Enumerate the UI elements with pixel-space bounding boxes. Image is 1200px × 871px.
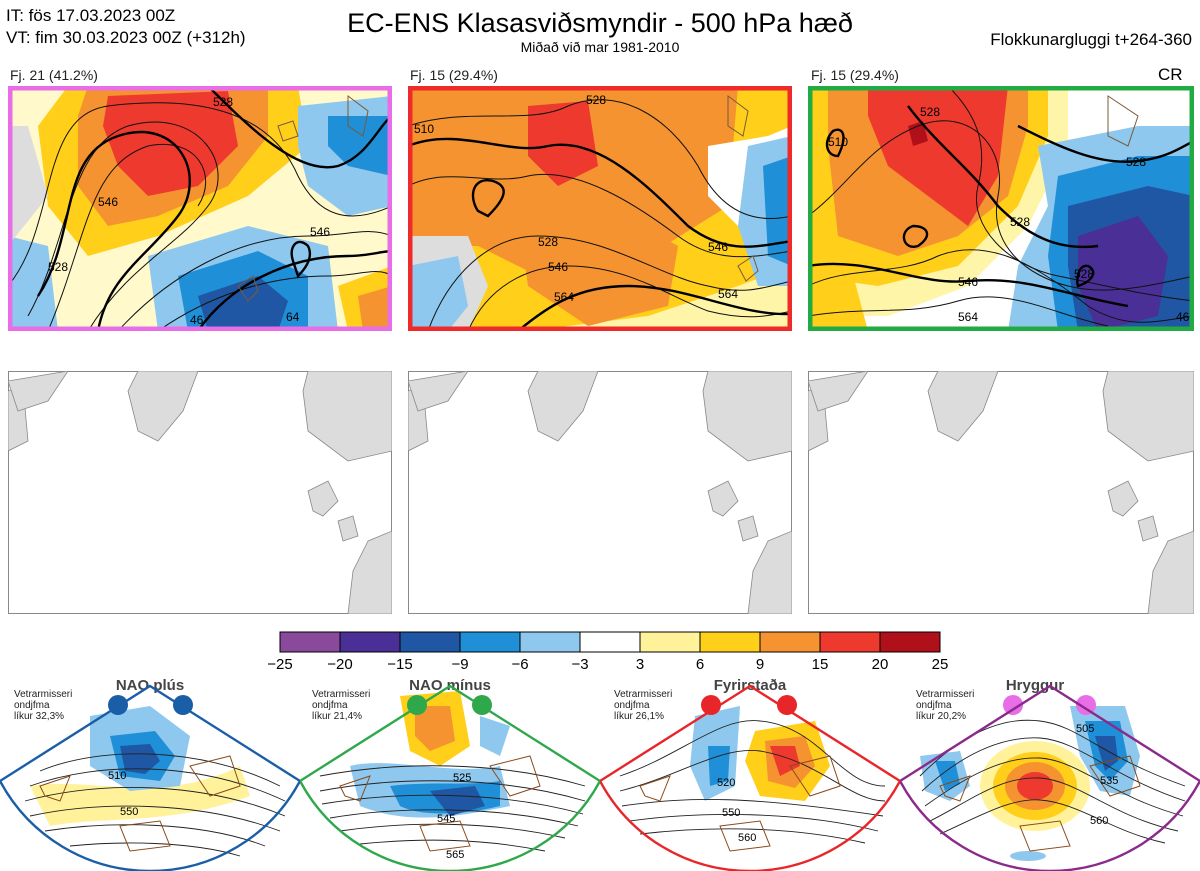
colorbar-swatch (639, 631, 701, 653)
classification-window: Flokkunargluggi t+264-360 (990, 30, 1192, 49)
colorbar-swatch (339, 631, 401, 653)
pattern-panel-nao-minus: Vetrarmisseri ondjfma líkur 21,4% NAO mí… (300, 676, 600, 871)
pattern-note: Vetrarmisseri ondjfma líkur 32,3% (14, 689, 73, 722)
contour-label: 535 (1100, 775, 1118, 787)
colorbar-swatch (879, 631, 941, 653)
colorbar-swatch (459, 631, 521, 653)
contour-label: 550 (722, 807, 740, 819)
colorbar-swatch (819, 631, 881, 653)
contour-label: 528 (1074, 267, 1094, 281)
contour-label: 64 (286, 310, 300, 324)
colorbar-tick-label: 9 (756, 656, 764, 673)
cluster-3-map: 510 528 528 528 546 564 528 46 (808, 86, 1194, 331)
pattern-note: Vetrarmisseri ondjfma líkur 20,2% (916, 689, 975, 722)
colorbar-tick-label: −20 (327, 656, 352, 673)
colorbar-tick-label: 20 (872, 656, 889, 673)
cluster-2-frame (408, 86, 792, 331)
contour-label: 505 (1076, 723, 1094, 735)
cluster-3-regime-code: CR (1158, 65, 1183, 84)
contour-label: 528 (1010, 215, 1030, 229)
contour-label: 510 (108, 770, 126, 782)
colorbar-tick-label: 3 (636, 656, 644, 673)
pattern-note: Vetrarmisseri ondjfma líkur 26,1% (614, 689, 673, 722)
contour-label: 560 (738, 832, 756, 844)
cluster-2-label: Fj. 15 (29.4%) (410, 67, 498, 83)
contour-label: 545 (437, 813, 455, 825)
contour-label: 546 (98, 195, 118, 209)
colorbar: −25 −20 −15 −9 −6 −3 3 6 9 15 20 25 (267, 631, 949, 673)
cluster-3-frame (808, 86, 1194, 331)
pattern-map: 525 545 565 (300, 684, 600, 871)
pattern-note: Vetrarmisseri ondjfma líkur 21,4% (312, 689, 371, 722)
colorbar-swatch (699, 631, 761, 653)
cluster-1-frame (8, 86, 392, 331)
pattern-title: Hryggur (1005, 677, 1065, 694)
contour-label: 520 (717, 777, 735, 789)
contour-label: 525 (453, 772, 471, 784)
colorbar-tick-label: 15 (812, 656, 829, 673)
contour-label: 510 (828, 135, 848, 149)
contour-label: 510 (414, 122, 434, 136)
colorbar-tick-label: 6 (696, 656, 704, 673)
pattern-dot (777, 695, 797, 715)
pattern-dot (701, 695, 721, 715)
pattern-map: 505 535 560 (900, 684, 1200, 871)
contour-label: 564 (554, 290, 574, 304)
pattern-panel-nao-plus: Vetrarmisseri ondjfma líkur 32,3% NAO pl… (0, 676, 300, 871)
cluster-1-label: Fj. 21 (41.2%) (10, 67, 98, 83)
pattern-panel-ridge: Vetrarmisseri ondjfma líkur 20,2% Hryggu… (900, 676, 1200, 871)
pattern-map: 510 550 (0, 684, 300, 871)
cluster-2-map: 510 528 528 546 564 546 564 (408, 86, 792, 331)
contour-label: 550 (120, 806, 138, 818)
colorbar-swatch (759, 631, 821, 653)
pattern-map: 520 550 560 (600, 684, 900, 871)
colorbar-tick-label: −25 (267, 656, 292, 673)
colorbar-swatch (279, 631, 341, 653)
valid-time: VT: fim 30.03.2023 00Z (+312h) (6, 28, 246, 47)
contour-label: 46 (1176, 310, 1190, 324)
contour-label: 528 (48, 260, 68, 274)
contour-label: 564 (718, 287, 738, 301)
base-map-1 (8, 371, 392, 614)
colorbar-tick-label: 25 (932, 656, 949, 673)
page-subtitle: Miðað við mar 1981-2010 (520, 39, 680, 55)
colorbar-tick-label: −15 (387, 656, 412, 673)
base-map-2 (408, 371, 792, 614)
contour-label: 546 (310, 225, 330, 239)
colorbar-swatch (519, 631, 581, 653)
base-map-3 (808, 371, 1194, 614)
colorbar-tick-label: −9 (451, 656, 468, 673)
contour-label: 528 (920, 105, 940, 119)
contour-label: 528 (1126, 155, 1146, 169)
contour-label: 528 (213, 95, 233, 109)
colorbar-tick-label: −3 (571, 656, 588, 673)
contour-label: 565 (446, 849, 464, 861)
colorbar-swatch (399, 631, 461, 653)
contour-label: 560 (1090, 815, 1108, 827)
contour-label: 564 (958, 310, 978, 324)
cluster-3-label: Fj. 15 (29.4%) (811, 67, 899, 83)
page-title: EC-ENS Klasasviðsmyndir - 500 hPa hæð (347, 8, 853, 38)
pattern-dot (1003, 695, 1023, 715)
init-time: IT: fös 17.03.2023 00Z (6, 6, 176, 25)
contour-label: 546 (548, 260, 568, 274)
colorbar-tick-label: −6 (511, 656, 528, 673)
contour-label: 546 (958, 275, 978, 289)
pattern-dot (1076, 695, 1096, 715)
colorbar-swatch (579, 631, 641, 653)
contour-label: 528 (586, 93, 606, 107)
contour-label: 528 (538, 235, 558, 249)
contour-label: 546 (708, 240, 728, 254)
pattern-panel-blocking: Vetrarmisseri ondjfma líkur 26,1% Fyrirs… (600, 676, 900, 871)
cluster-1-map: 528 546 528 546 64 46 (8, 86, 392, 331)
contour-label: 46 (190, 313, 204, 327)
header-dates: IT: fös 17.03.2023 00Z VT: fim 30.03.202… (6, 5, 246, 49)
